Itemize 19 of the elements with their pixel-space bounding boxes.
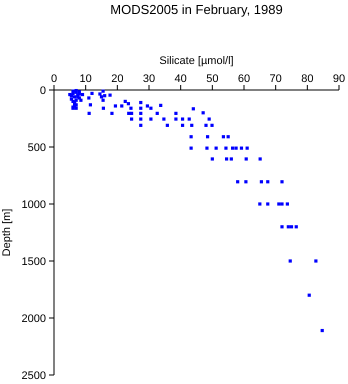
x-tick-label: 10 [80, 73, 92, 85]
x-tick-label: 50 [206, 73, 218, 85]
y-tick-label: 1000 [22, 199, 46, 211]
x-tick-label: 0 [50, 73, 58, 85]
x-tick-label: 40 [174, 73, 187, 85]
y-tick-label: 2500 [22, 370, 46, 382]
y-tick-label: 1500 [22, 256, 46, 268]
x-tick-label: 70 [270, 73, 282, 85]
x-tick-label: 30 [142, 73, 156, 85]
y-tick-label: 500 [28, 142, 46, 154]
chart-title: MODS2005 in February, 1989 [110, 2, 283, 17]
x-tick-label: 80 [301, 73, 314, 85]
y-axis-title: Depth [m] [1, 208, 13, 256]
x-tick-label: 20 [111, 73, 124, 85]
y-tick-label: 2000 [22, 313, 46, 325]
x-tick-label: 90 [332, 73, 346, 85]
x-tick-label: 60 [238, 73, 250, 85]
x-axis-title: Silicate [µmol/l] [159, 55, 234, 67]
y-tick-label: 0 [40, 85, 46, 97]
